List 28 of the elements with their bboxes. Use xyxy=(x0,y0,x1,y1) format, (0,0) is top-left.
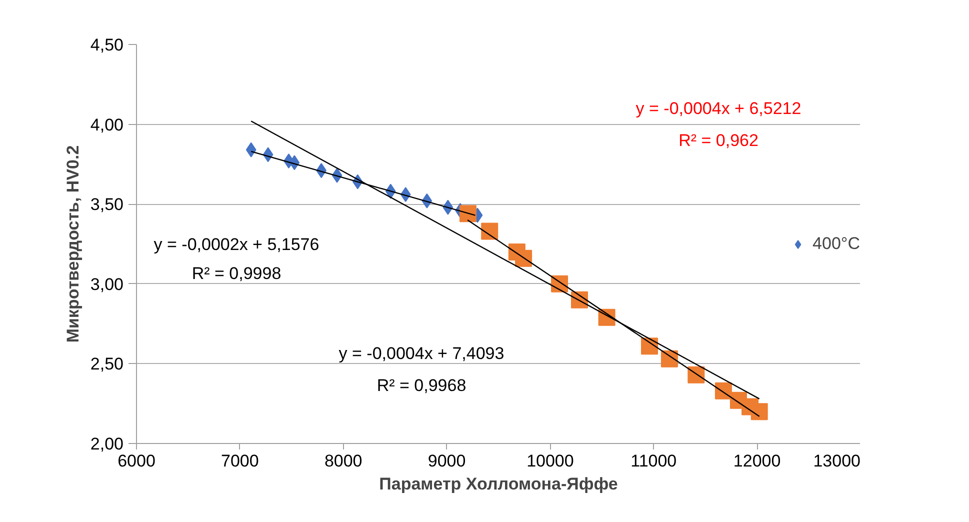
y-tick-label: 4,50 xyxy=(90,36,124,54)
y-tick-label: 2,50 xyxy=(90,354,124,374)
point xyxy=(481,222,498,240)
point xyxy=(246,142,256,158)
x-tick-label: 10000 xyxy=(526,452,574,470)
annotation: y = -0,0004x + 6,5212 xyxy=(636,99,802,118)
y-axis-title: Микротвердость, HV0.2 xyxy=(63,145,82,343)
annotation: R² = 0,962 xyxy=(678,131,758,150)
y-tick-label: 3,00 xyxy=(90,274,124,294)
y-tick-label: 3,50 xyxy=(90,195,124,214)
annotation: y = -0,0004x + 7,4093 xyxy=(338,344,504,363)
x-axis-title: Параметр Холломона-Яффе xyxy=(379,474,618,494)
annotation: R² = 0,9968 xyxy=(376,376,466,395)
point xyxy=(515,250,532,267)
y-tick-label: 2,00 xyxy=(90,434,124,454)
x-tick-label: 7000 xyxy=(221,452,259,470)
annotation: y = -0,0002x + 5,1576 xyxy=(154,235,320,254)
point xyxy=(459,205,476,222)
x-tick-label: 8000 xyxy=(324,452,362,470)
legend-label: 400°C xyxy=(812,234,860,254)
y-tick-label: 4,00 xyxy=(90,115,124,134)
x-tick-label: 13000 xyxy=(813,452,861,470)
point xyxy=(750,403,768,420)
x-tick-label: 11000 xyxy=(630,452,677,470)
x-tick-label: 6000 xyxy=(118,452,156,470)
annotation: R² = 0,9998 xyxy=(192,264,282,283)
x-tick-label: 9000 xyxy=(428,452,466,470)
x-tick-label: 12000 xyxy=(733,452,781,470)
